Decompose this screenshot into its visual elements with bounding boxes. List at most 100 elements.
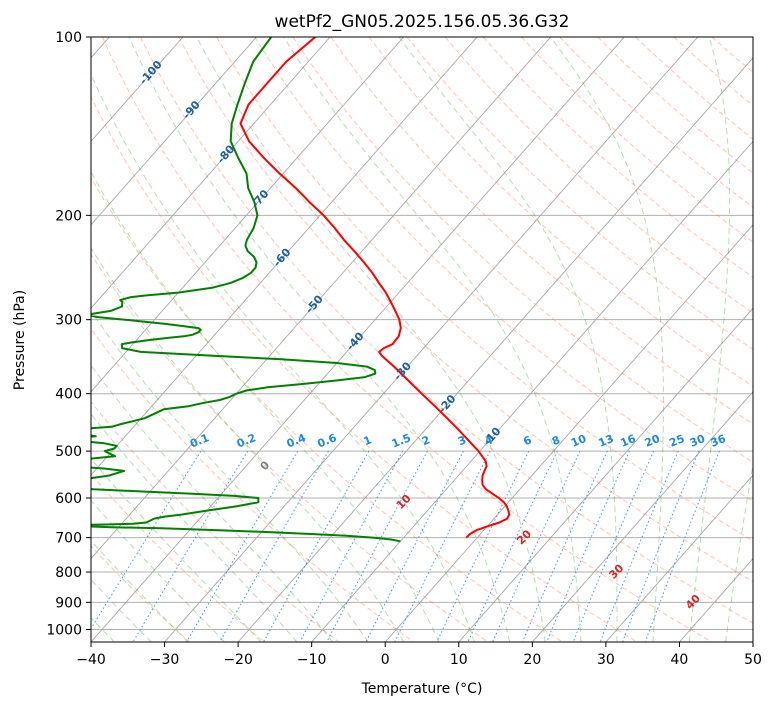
dry-adiabat-line <box>521 37 753 243</box>
x-axis-ticks: −40 −30 −20 −10 0 10 20 30 40 50 <box>76 642 762 668</box>
mixing-ratio-line <box>299 450 404 642</box>
isotherm-line <box>91 37 478 476</box>
x-tick-label: −10 <box>297 652 327 668</box>
dry-adiabat-line <box>711 37 753 73</box>
x-tick-label: −30 <box>150 652 180 668</box>
mixing-ratio-line <box>436 450 530 642</box>
dry-adiabat-line <box>292 37 753 463</box>
mixing-ratio-label: 36 <box>709 432 728 450</box>
dry-adiabat-line <box>91 176 563 642</box>
x-tick-label: 40 <box>671 652 689 668</box>
mixing-ratio-label: 30 <box>688 432 707 450</box>
isotherm-line <box>605 474 753 642</box>
x-tick-label: 20 <box>523 652 541 668</box>
mixing-ratio-line <box>644 450 720 642</box>
dry-adiabat-line <box>91 327 414 642</box>
x-tick-label: −40 <box>76 652 106 668</box>
x-tick-label: 0 <box>381 652 390 668</box>
moist-adiabat-line <box>725 461 753 642</box>
dry-adiabat-line <box>406 37 753 351</box>
dry-adiabat-line <box>91 473 265 642</box>
dry-adiabat-line <box>559 37 753 208</box>
dry-adiabat-line <box>254 37 753 502</box>
moist-adiabat-line <box>91 73 475 642</box>
isotherm-line <box>458 307 753 642</box>
mixing-ratio-label: 8 <box>550 433 562 448</box>
dry-adiabat-line <box>91 400 340 642</box>
line-labels: -100-90-80-70-60-50-40-30-20-100.1 0.2 0.4… <box>137 58 728 612</box>
plot-background-lines <box>91 37 775 642</box>
y-tick-label: 1000 <box>46 622 82 638</box>
mixing-ratio-label: 10 <box>569 432 588 450</box>
moist-adiabat-line <box>128 37 511 642</box>
mixing-ratio-label: 0.1 <box>188 431 211 450</box>
dewpoint-profile-line <box>91 37 401 543</box>
x-tick-label: 10 <box>450 652 468 668</box>
isotherm-line <box>91 37 331 309</box>
dry-adiabat-line <box>444 37 753 314</box>
x-tick-label: −20 <box>223 652 253 668</box>
moist-adiabat-line <box>91 499 225 642</box>
dry-adiabat-line <box>140 37 753 624</box>
x-tick-label: 30 <box>597 652 615 668</box>
y-axis-label: Pressure (hPa) <box>12 290 28 390</box>
mixing-ratio-label: 16 <box>619 432 638 450</box>
y-tick-label: 700 <box>55 531 82 547</box>
mixing-ratio-label: 6 <box>522 433 534 448</box>
moist-adiabat-label: 0 <box>258 458 273 473</box>
mixing-ratio-label: 0.2 <box>235 431 258 450</box>
moist-adiabat-line <box>91 364 334 642</box>
mixing-ratio-label: 13 <box>596 432 615 450</box>
y-tick-label: 300 <box>55 313 82 329</box>
moist-adiabat-line <box>91 247 405 642</box>
y-tick-label: 600 <box>55 491 82 507</box>
isotherm-line <box>91 37 257 226</box>
isotherm-line <box>91 37 552 560</box>
mixing-ratio-label: 25 <box>667 432 686 450</box>
y-axis-ticks: 100 200 300 400 500 600 700 800 900 1000 <box>46 30 91 638</box>
profile-lines <box>91 37 511 543</box>
dry-adiabat-line <box>216 37 753 542</box>
moist-adiabat-label: 40 <box>683 592 703 612</box>
dry-adiabat-line <box>101 37 713 642</box>
dry-adiabat-line <box>368 37 753 387</box>
moist-adiabat-line <box>91 170 440 642</box>
mixing-ratio-line <box>467 450 558 642</box>
y-tick-label: 400 <box>55 387 82 403</box>
mixing-ratio-label: 1 <box>362 433 374 448</box>
isotherm-line <box>91 37 184 142</box>
mixing-ratio-label: 0.4 <box>285 431 308 450</box>
mixing-ratio-line <box>219 450 329 642</box>
mixing-ratio-line <box>326 450 428 642</box>
plot-frame <box>90 36 754 643</box>
mixing-ratio-line <box>263 450 370 642</box>
dry-adiabat-line <box>635 37 753 140</box>
y-tick-label: 100 <box>55 30 82 46</box>
moist-adiabat-line <box>91 457 262 642</box>
isotherm-line <box>237 57 753 642</box>
y-tick-label: 200 <box>55 208 82 224</box>
mixing-ratio-label: 3 <box>456 433 468 448</box>
mixing-ratio-line <box>365 450 464 642</box>
moist-adiabat-line <box>762 37 775 642</box>
mixing-ratio-line <box>599 450 679 642</box>
isotherm-line <box>531 390 753 642</box>
mixing-ratio-line <box>394 450 491 642</box>
mixing-ratio-line <box>186 450 299 642</box>
moist-adiabat-line <box>550 37 664 642</box>
dry-adiabat-line <box>91 95 638 642</box>
x-axis-label: Temperature (°C) <box>361 681 483 697</box>
moist-adiabat-line <box>91 413 298 642</box>
dry-adiabat-line <box>673 37 753 107</box>
moist-adiabat-line <box>283 37 582 642</box>
mixing-ratio-label: 20 <box>643 432 662 450</box>
dry-adiabat-line <box>330 37 753 425</box>
mixing-ratio-label: 2 <box>420 433 432 448</box>
isotherm-line <box>384 224 753 642</box>
moist-adiabat-line <box>688 37 731 642</box>
isotherm-line <box>91 37 404 393</box>
y-tick-label: 800 <box>55 565 82 581</box>
isotherm-line <box>311 140 753 642</box>
x-tick-label: 50 <box>744 652 762 668</box>
